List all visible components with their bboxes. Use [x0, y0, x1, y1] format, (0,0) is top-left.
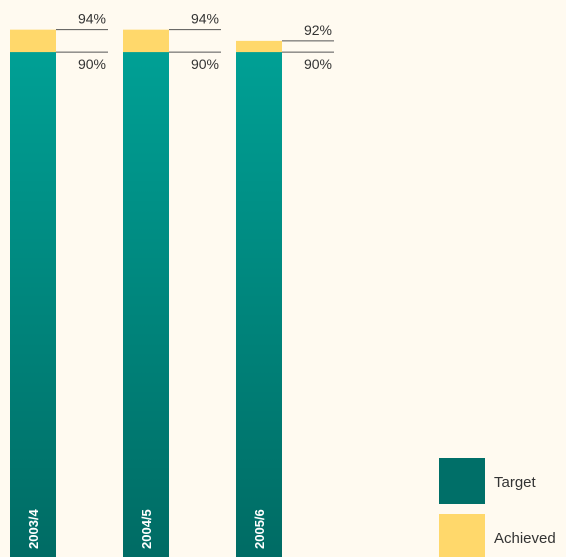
- value-label: 90%: [78, 56, 106, 72]
- value-label: 90%: [304, 56, 332, 72]
- bar: [123, 52, 169, 557]
- legend-shade: [439, 458, 485, 504]
- legend-label: Achieved: [494, 530, 556, 547]
- value-label: 94%: [78, 11, 106, 27]
- category-label: 2003/4: [26, 508, 41, 549]
- value-label: 94%: [191, 11, 219, 27]
- bar: [10, 52, 56, 557]
- legend-label: Target: [494, 474, 537, 491]
- category-label: 2004/5: [139, 509, 154, 549]
- value-label: 92%: [304, 22, 332, 38]
- legend-swatch: [439, 514, 485, 557]
- legend-swatch: [439, 458, 485, 504]
- category-label: 2005/6: [252, 509, 267, 549]
- value-label: 90%: [191, 56, 219, 72]
- bar: [236, 52, 282, 557]
